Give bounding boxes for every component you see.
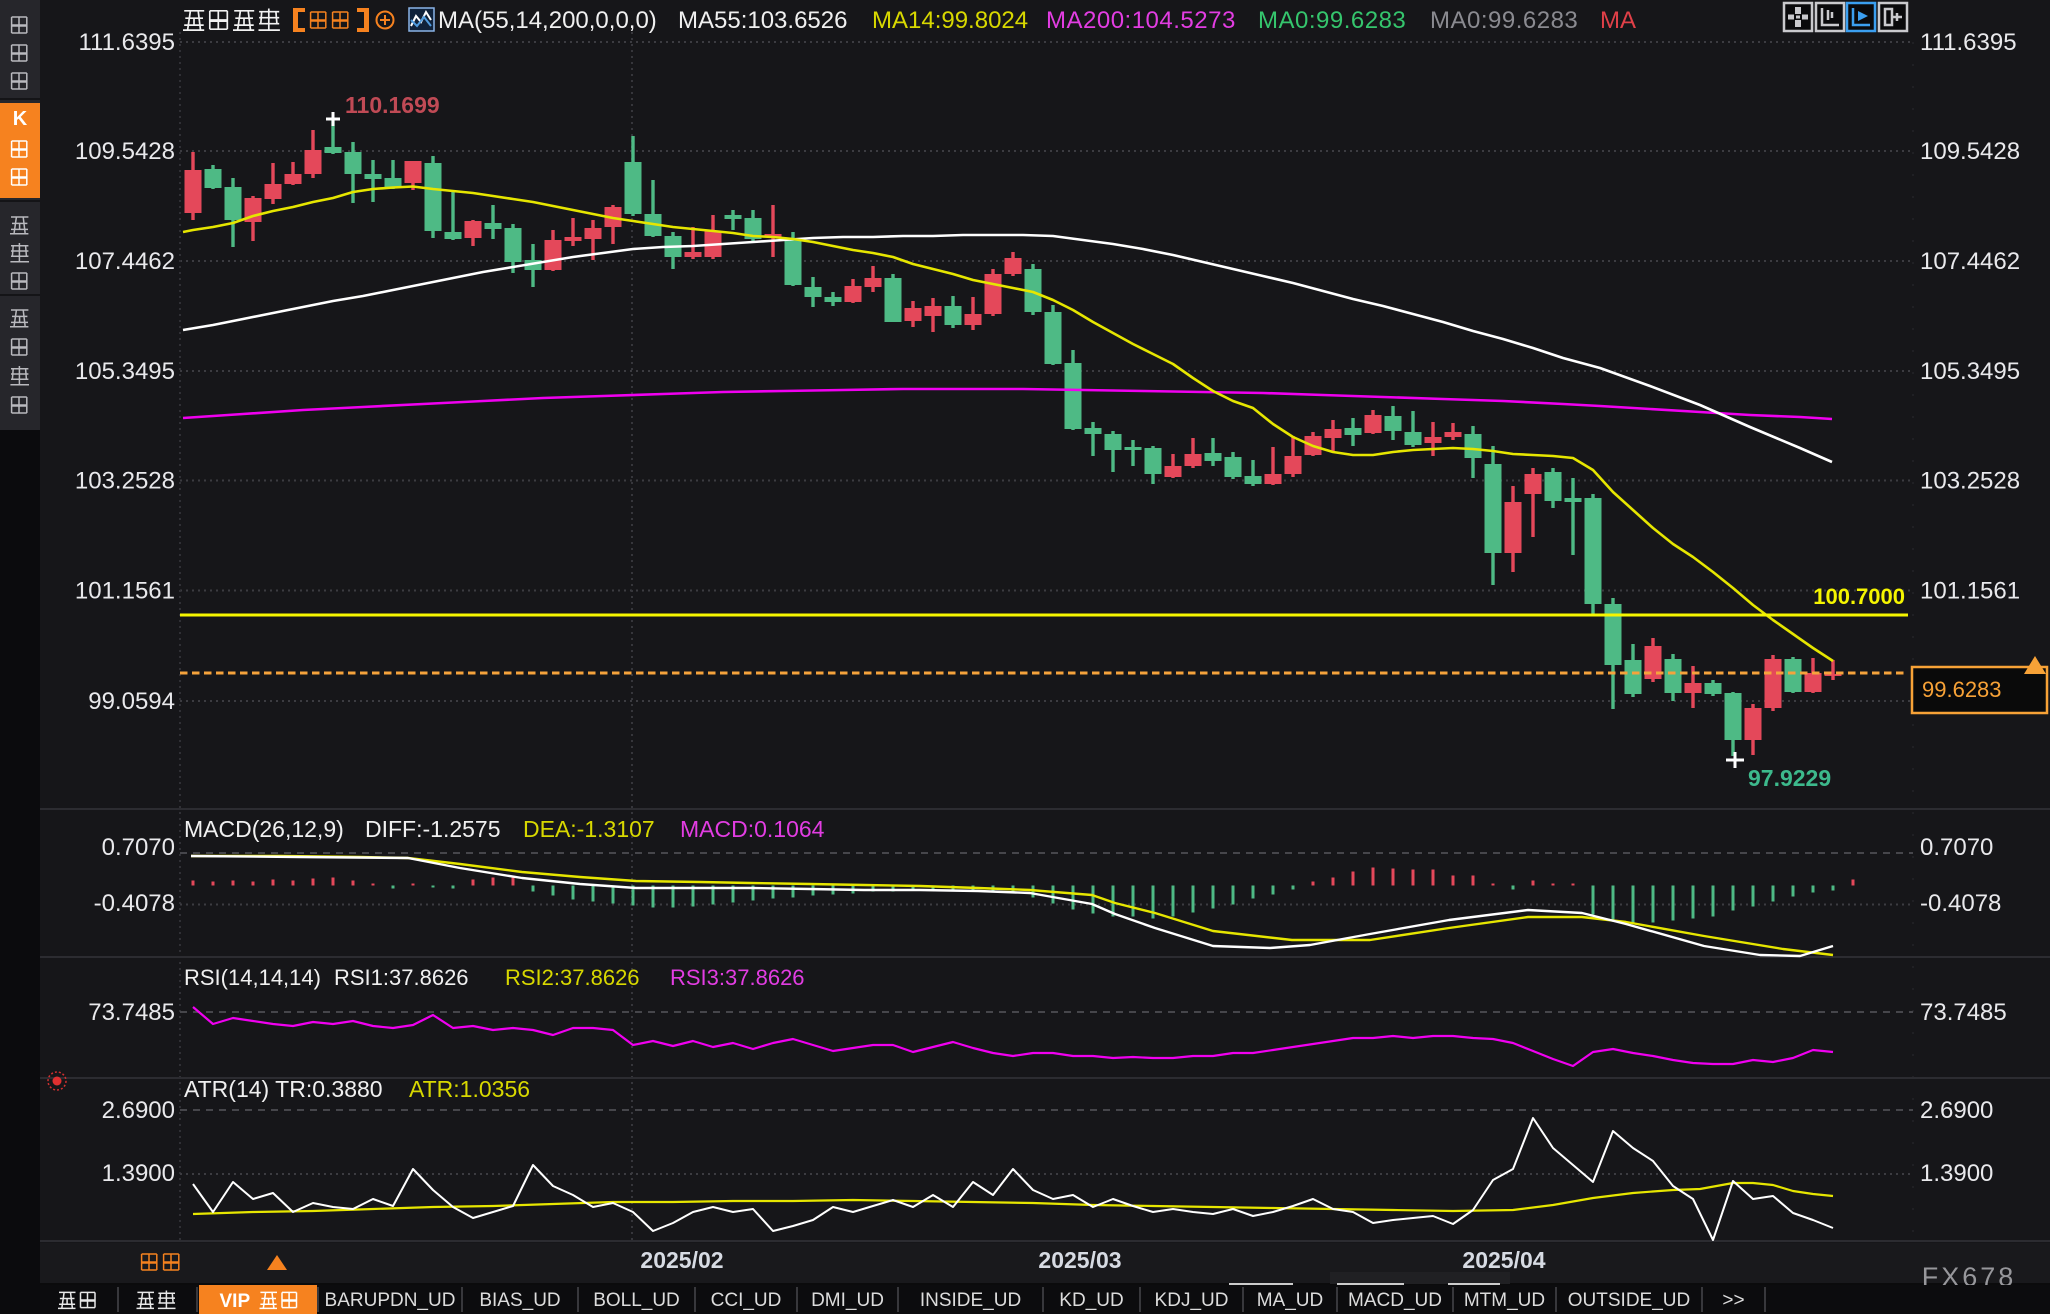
svg-text:MA0:99.6283: MA0:99.6283 xyxy=(1258,7,1406,34)
svg-text:BOLL_UD: BOLL_UD xyxy=(593,1290,680,1311)
svg-text:KD_UD: KD_UD xyxy=(1059,1290,1123,1311)
svg-text:73.7485: 73.7485 xyxy=(1920,999,2007,1026)
svg-text:0.7070: 0.7070 xyxy=(1920,834,1993,861)
svg-text:MTM_UD: MTM_UD xyxy=(1464,1290,1545,1311)
svg-text:MA55:103.6526: MA55:103.6526 xyxy=(678,7,847,34)
svg-text:2.6900: 2.6900 xyxy=(102,1097,175,1124)
svg-text:DEA:-1.3107: DEA:-1.3107 xyxy=(523,816,655,842)
svg-text:99.0594: 99.0594 xyxy=(88,688,175,715)
svg-text:0.7070: 0.7070 xyxy=(102,834,175,861)
svg-text:99.6283: 99.6283 xyxy=(1922,677,2002,702)
svg-text:MA: MA xyxy=(1600,7,1636,34)
svg-text:-0.4078: -0.4078 xyxy=(94,890,175,917)
svg-text:1.3900: 1.3900 xyxy=(102,1160,175,1187)
svg-text:INSIDE_UD: INSIDE_UD xyxy=(920,1290,1021,1311)
svg-text:KDJ_UD: KDJ_UD xyxy=(1155,1290,1229,1311)
svg-text:2025/02: 2025/02 xyxy=(640,1247,723,1273)
svg-text:K: K xyxy=(13,108,28,130)
svg-text:MA(55,14,200,0,0,0): MA(55,14,200,0,0,0) xyxy=(438,7,657,34)
svg-text:MA_UD: MA_UD xyxy=(1257,1290,1324,1311)
svg-text:105.3495: 105.3495 xyxy=(1920,358,2020,385)
svg-text:111.6395: 111.6395 xyxy=(1920,29,2017,56)
svg-text:RSI1:37.8626: RSI1:37.8626 xyxy=(334,965,469,990)
svg-text:101.1561: 101.1561 xyxy=(1920,578,2020,605)
svg-text:111.6395: 111.6395 xyxy=(78,29,175,56)
svg-text:97.9229: 97.9229 xyxy=(1748,765,1831,791)
svg-text:VIP: VIP xyxy=(220,1291,251,1312)
svg-text:101.1561: 101.1561 xyxy=(75,578,175,605)
svg-text:RSI2:37.8626: RSI2:37.8626 xyxy=(505,965,640,990)
svg-text:DMI_UD: DMI_UD xyxy=(811,1290,884,1311)
svg-text:BIAS_UD: BIAS_UD xyxy=(479,1290,560,1311)
svg-text:-0.4078: -0.4078 xyxy=(1920,890,2001,917)
svg-text:109.5428: 109.5428 xyxy=(1920,138,2020,165)
svg-text:103.2528: 103.2528 xyxy=(75,468,175,495)
svg-text:103.2528: 103.2528 xyxy=(1920,468,2020,495)
svg-text:107.4462: 107.4462 xyxy=(75,248,175,275)
svg-text:2025/04: 2025/04 xyxy=(1462,1247,1545,1273)
svg-text:100.7000: 100.7000 xyxy=(1813,584,1905,609)
svg-text:ATR:1.0356: ATR:1.0356 xyxy=(409,1076,530,1102)
svg-text:MA14:99.8024: MA14:99.8024 xyxy=(872,7,1028,34)
svg-text:1.3900: 1.3900 xyxy=(1920,1160,1993,1187)
svg-text:DIFF:-1.2575: DIFF:-1.2575 xyxy=(365,816,501,842)
svg-text:RSI(14,14,14): RSI(14,14,14) xyxy=(184,965,321,990)
svg-text:>>: >> xyxy=(1722,1290,1744,1311)
svg-text:MACD_UD: MACD_UD xyxy=(1348,1290,1442,1311)
svg-text:CCI_UD: CCI_UD xyxy=(711,1290,782,1311)
svg-text:ATR(14) TR:0.3880: ATR(14) TR:0.3880 xyxy=(184,1076,383,1102)
svg-text:2.6900: 2.6900 xyxy=(1920,1097,1993,1124)
svg-text:MACD:0.1064: MACD:0.1064 xyxy=(680,816,825,842)
svg-text:109.5428: 109.5428 xyxy=(75,138,175,165)
svg-text:2025/03: 2025/03 xyxy=(1038,1247,1121,1273)
svg-text:MA0:99.6283: MA0:99.6283 xyxy=(1430,7,1578,34)
svg-text:MA200:104.5273: MA200:104.5273 xyxy=(1046,7,1236,34)
svg-text:107.4462: 107.4462 xyxy=(1920,248,2020,275)
svg-text:OUTSIDE_UD: OUTSIDE_UD xyxy=(1568,1290,1690,1311)
svg-text:RSI3:37.8626: RSI3:37.8626 xyxy=(670,965,805,990)
svg-text:110.1699: 110.1699 xyxy=(345,92,440,118)
svg-text:BARUPDN_UD: BARUPDN_UD xyxy=(325,1290,456,1311)
svg-text:73.7485: 73.7485 xyxy=(88,999,175,1026)
svg-text:105.3495: 105.3495 xyxy=(75,358,175,385)
svg-text:MACD(26,12,9): MACD(26,12,9) xyxy=(184,816,344,842)
